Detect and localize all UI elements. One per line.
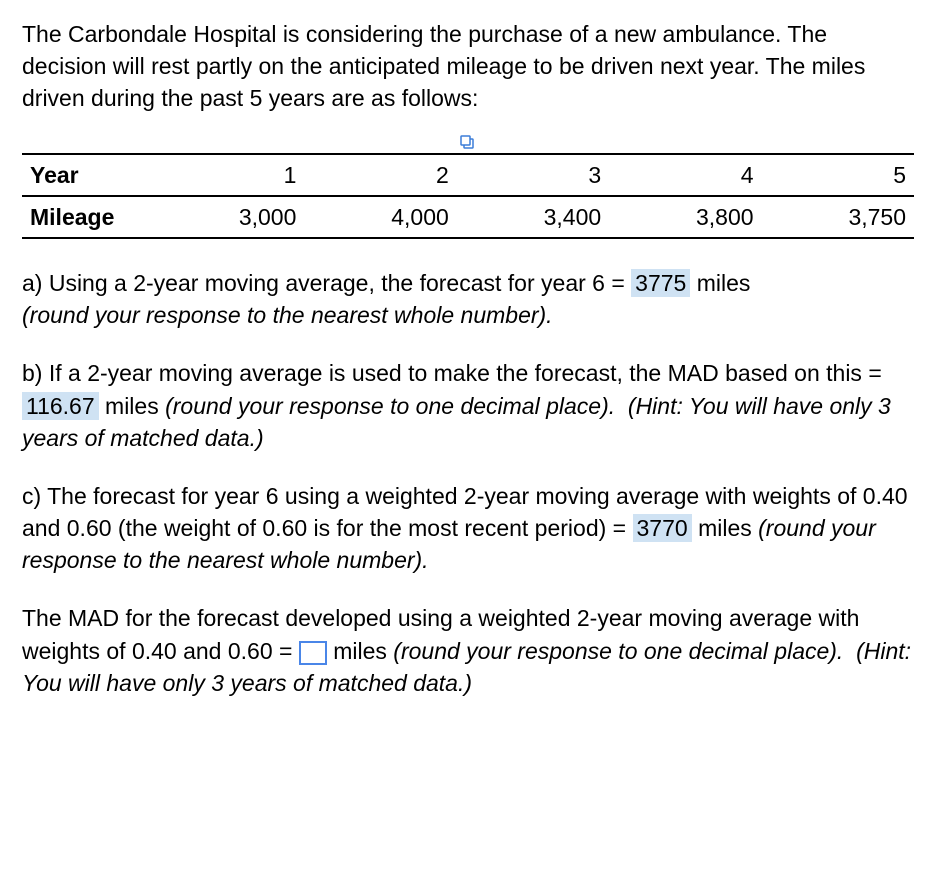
qc-answer: 3770: [633, 514, 692, 542]
qd-hint1: (round your response to one decimal plac…: [393, 638, 843, 664]
question-c: c) The forecast for year 6 using a weigh…: [22, 480, 914, 577]
question-a: a) Using a 2-year moving average, the fo…: [22, 267, 914, 331]
qa-unit: miles: [697, 270, 751, 296]
mileage-cell: 4,000: [304, 196, 456, 238]
qd-unit: miles: [333, 638, 387, 664]
problem-intro: The Carbondale Hospital is considering t…: [22, 18, 914, 115]
data-table-container: Year 1 2 3 4 5 Mileage 3,000 4,000 3,400…: [22, 153, 914, 239]
mileage-cell: 3,800: [609, 196, 761, 238]
table-row: Year 1 2 3 4 5: [22, 154, 914, 196]
qd-answer-blank[interactable]: [299, 641, 327, 665]
row-label-mileage: Mileage: [22, 196, 152, 238]
year-col: 2: [304, 154, 456, 196]
year-col: 4: [609, 154, 761, 196]
year-col: 1: [152, 154, 304, 196]
qb-hint1: (round your response to one decimal plac…: [165, 393, 615, 419]
qb-unit: miles: [105, 393, 159, 419]
copy-table-icon[interactable]: [458, 127, 476, 145]
qa-label: a) Using a 2-year moving average, the fo…: [22, 270, 625, 296]
question-d: The MAD for the forecast developed using…: [22, 602, 914, 699]
year-col: 5: [762, 154, 914, 196]
row-label-year: Year: [22, 154, 152, 196]
mileage-cell: 3,000: [152, 196, 304, 238]
qb-answer: 116.67: [22, 392, 99, 420]
mileage-cell: 3,400: [457, 196, 609, 238]
mileage-cell: 3,750: [762, 196, 914, 238]
table-row: Mileage 3,000 4,000 3,400 3,800 3,750: [22, 196, 914, 238]
question-b: b) If a 2-year moving average is used to…: [22, 357, 914, 454]
qc-unit: miles: [698, 515, 752, 541]
mileage-table: Year 1 2 3 4 5 Mileage 3,000 4,000 3,400…: [22, 153, 914, 239]
year-col: 3: [457, 154, 609, 196]
qb-label: b) If a 2-year moving average is used to…: [22, 360, 882, 386]
qa-answer: 3775: [631, 269, 690, 297]
qa-hint: (round your response to the nearest whol…: [22, 302, 553, 328]
